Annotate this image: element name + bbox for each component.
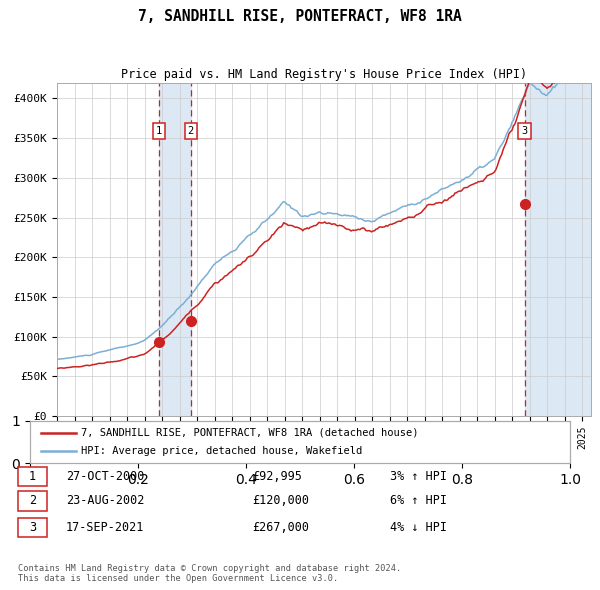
Text: 17-SEP-2021: 17-SEP-2021 — [66, 521, 145, 534]
Text: 23-AUG-2002: 23-AUG-2002 — [66, 494, 145, 507]
Text: 2: 2 — [29, 494, 36, 507]
Text: 1: 1 — [156, 126, 162, 136]
Text: 1: 1 — [29, 470, 36, 483]
Text: 3% ↑ HPI: 3% ↑ HPI — [390, 470, 447, 483]
Text: 3: 3 — [521, 126, 528, 136]
Bar — [159, 83, 191, 416]
Text: 7, SANDHILL RISE, PONTEFRACT, WF8 1RA (detached house): 7, SANDHILL RISE, PONTEFRACT, WF8 1RA (d… — [82, 428, 419, 438]
Text: 2: 2 — [188, 126, 194, 136]
Text: 7, SANDHILL RISE, PONTEFRACT, WF8 1RA: 7, SANDHILL RISE, PONTEFRACT, WF8 1RA — [138, 9, 462, 24]
Text: £92,995: £92,995 — [252, 470, 302, 483]
Text: HPI: Average price, detached house, Wakefield: HPI: Average price, detached house, Wake… — [82, 446, 362, 456]
Text: Contains HM Land Registry data © Crown copyright and database right 2024.
This d: Contains HM Land Registry data © Crown c… — [18, 563, 401, 583]
Text: 6% ↑ HPI: 6% ↑ HPI — [390, 494, 447, 507]
Text: 27-OCT-2000: 27-OCT-2000 — [66, 470, 145, 483]
Bar — [524, 83, 600, 416]
Text: £267,000: £267,000 — [252, 521, 309, 534]
Text: 4% ↓ HPI: 4% ↓ HPI — [390, 521, 447, 534]
Text: £120,000: £120,000 — [252, 494, 309, 507]
Text: 3: 3 — [29, 521, 36, 534]
Title: Price paid vs. HM Land Registry's House Price Index (HPI): Price paid vs. HM Land Registry's House … — [121, 68, 527, 81]
